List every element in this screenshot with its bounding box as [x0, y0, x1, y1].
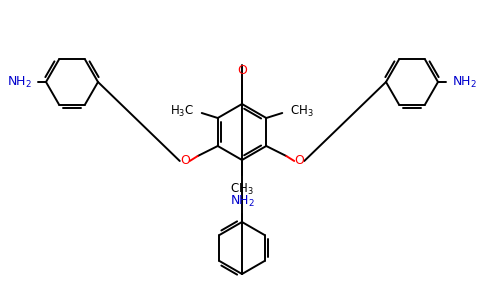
Text: O: O: [237, 64, 247, 77]
Text: NH$_2$: NH$_2$: [452, 74, 477, 89]
Text: NH$_2$: NH$_2$: [7, 74, 32, 89]
Text: CH$_3$: CH$_3$: [230, 182, 254, 197]
Text: O: O: [180, 154, 190, 167]
Text: NH$_2$: NH$_2$: [229, 194, 255, 209]
Text: O: O: [294, 154, 304, 167]
Text: H$_3$C: H$_3$C: [170, 103, 194, 118]
Text: CH$_3$: CH$_3$: [290, 103, 314, 118]
